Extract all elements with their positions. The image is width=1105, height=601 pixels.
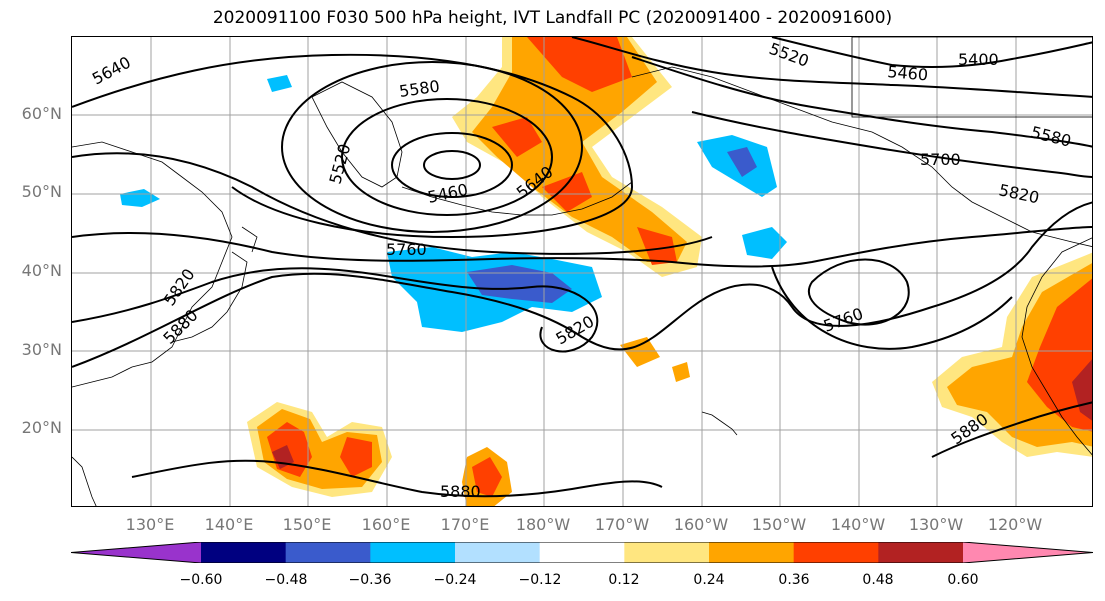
- contour-5520: [341, 98, 553, 216]
- ivt-negative-west: [120, 189, 160, 207]
- contour-label: 5460: [426, 180, 470, 207]
- colorbar-segment: [793, 542, 879, 563]
- contour-5880-east: [931, 401, 1092, 458]
- ivt-positive-small-2: [672, 362, 690, 382]
- contour-north-3: [691, 111, 1092, 178]
- contour-label: 5580: [1029, 122, 1073, 150]
- colorbar-tick: −0.48: [264, 572, 308, 588]
- contour-label: 5460: [887, 62, 929, 84]
- coast-hawaii: [701, 411, 738, 436]
- lon-label-120w: 120°W: [987, 515, 1043, 534]
- contour-north-2: [631, 56, 1092, 148]
- ivt-positive-uswest-darkred: [1072, 359, 1092, 421]
- coast-alaska: [631, 66, 1092, 247]
- colorbar-segment: [201, 542, 287, 563]
- ivt-positive-wpac-red: [267, 422, 372, 477]
- ivt-positive-tropics-3: [472, 457, 502, 497]
- ivt-negative-gulf-core: [727, 147, 757, 177]
- colorbar-extend-low: [71, 542, 201, 563]
- contour-north-1: [571, 37, 1092, 98]
- lon-label-170w: 170°W: [594, 515, 650, 534]
- contour-5460: [391, 132, 513, 198]
- lon-label-170e: 170°E: [440, 515, 490, 534]
- lat-label-60n: 60°N: [21, 104, 62, 123]
- contour-5700: [72, 152, 713, 255]
- map-panel: 5640 5580 5520 5460 5400 5460 5520 5580 …: [71, 36, 1093, 507]
- contour-label: 5760: [386, 240, 427, 259]
- ivt-shading: [120, 37, 1092, 506]
- lat-label-40n: 40°N: [21, 261, 62, 280]
- contour-label: 5640: [89, 53, 134, 89]
- lon-label-160w: 160°W: [673, 515, 729, 534]
- colorbar-extend-high: [963, 542, 1093, 563]
- lon-label-130e: 130°E: [125, 515, 175, 534]
- contour-5460-inner: [423, 150, 481, 180]
- contour-label: 5520: [767, 39, 812, 71]
- contour-label: 5700: [920, 150, 961, 169]
- lon-label-150w: 150°W: [751, 515, 807, 534]
- colorbar: [71, 542, 1093, 563]
- colorbar-segment: [539, 542, 625, 563]
- colorbar-segment: [624, 542, 710, 563]
- contour-label: 5400: [958, 50, 999, 69]
- coast-kamchatka: [311, 81, 403, 188]
- colorbar-segment: [878, 542, 964, 563]
- colorbar-tick: 0.60: [947, 572, 979, 588]
- map-title: 2020091100 F030 500 hPa height, IVT Land…: [212, 8, 893, 28]
- ivt-negative-east: [742, 227, 787, 259]
- colorbar-tick: −0.36: [348, 572, 392, 588]
- lon-label-160e: 160°E: [361, 515, 411, 534]
- lon-label-140e: 140°E: [204, 515, 254, 534]
- coast-north-america: [1021, 237, 1092, 456]
- ivt-negative-arctic: [267, 75, 292, 92]
- colorbar-segment: [370, 542, 456, 563]
- colorbar-segment: [455, 542, 541, 563]
- colorbar-tick: 0.12: [608, 572, 640, 588]
- contour-5760: [72, 226, 1092, 268]
- colorbar-tick: 0.36: [778, 572, 810, 588]
- contour-label: 5880: [440, 482, 481, 501]
- contour-label: 5880: [159, 306, 201, 348]
- lat-label-50n: 50°N: [21, 182, 62, 201]
- coast-asia: [72, 141, 233, 388]
- ivt-negative-central-core: [467, 265, 572, 303]
- colorbar-tick: −0.60: [179, 572, 223, 588]
- colorbar-tick: 0.48: [862, 572, 894, 588]
- contour-5580: [281, 61, 583, 233]
- contour-label: 5820: [553, 312, 598, 349]
- lon-label-140w: 140°W: [830, 515, 886, 534]
- colorbar-segment: [709, 542, 795, 563]
- contour-label: 5820: [997, 180, 1041, 207]
- contour-north-4: [771, 37, 1092, 68]
- lat-label-30n: 30°N: [21, 340, 62, 359]
- contour-label: 5580: [398, 76, 441, 100]
- colorbar-tick: 0.24: [693, 572, 725, 588]
- colorbar-tick: −0.24: [433, 572, 477, 588]
- coast-philippines: [72, 456, 97, 506]
- contour-5820-east: [771, 266, 1013, 350]
- lat-label-20n: 20°N: [21, 418, 62, 437]
- contour-5820: [72, 267, 599, 353]
- lon-label-180w: 180°W: [515, 515, 571, 534]
- ivt-positive-north-core: [472, 37, 687, 262]
- colorbar-tick: −0.12: [518, 572, 562, 588]
- contour-label: 5820: [160, 265, 199, 309]
- canada-box: [851, 37, 1092, 118]
- ivt-positive-north-red: [492, 37, 677, 265]
- lon-label-130w: 130°W: [908, 515, 964, 534]
- contour-5640: [72, 53, 634, 239]
- contour-5880: [72, 201, 1092, 368]
- lon-label-150e: 150°E: [282, 515, 332, 534]
- contour-5760-closed: [807, 258, 910, 326]
- colorbar-segment: [285, 542, 371, 563]
- height-contours: [72, 37, 1092, 498]
- map-canvas: 5640 5580 5520 5460 5400 5460 5520 5580 …: [72, 37, 1092, 506]
- contour-5880-tropics: [131, 459, 663, 498]
- ivt-positive-small-1: [620, 337, 660, 367]
